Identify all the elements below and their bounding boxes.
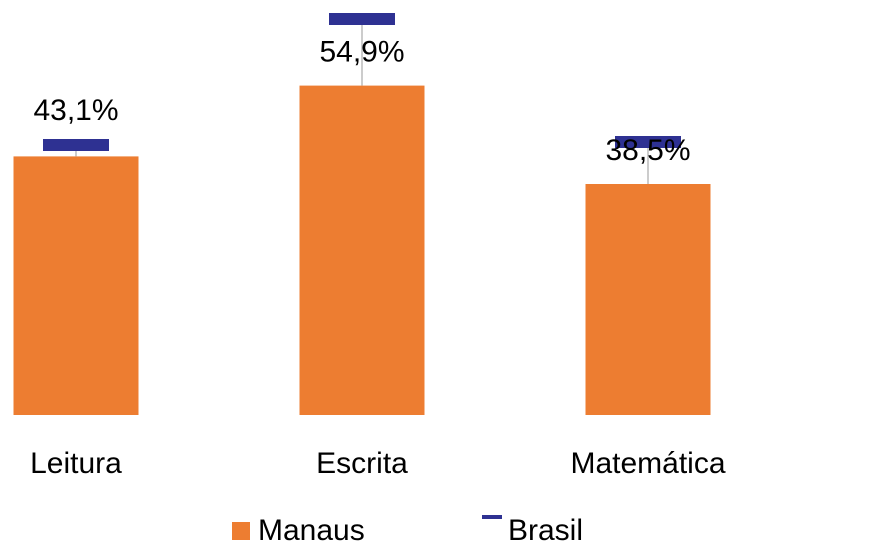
x-tick-label: Escrita: [316, 447, 408, 480]
x-tick-label: Leitura: [30, 447, 122, 480]
brasil-marker: [329, 13, 395, 25]
value-label: 54,9%: [319, 36, 404, 69]
x-tick-label: Matemática: [570, 447, 725, 480]
bar: [13, 156, 139, 415]
brasil-marker: [615, 136, 681, 148]
legend-swatch: [232, 522, 250, 540]
bar: [585, 184, 711, 415]
legend-label: Brasil: [508, 514, 583, 547]
bar: [299, 85, 425, 415]
value-label: 43,1%: [33, 94, 118, 127]
value-label: 38,5%: [605, 134, 690, 167]
legend-swatch: [482, 515, 502, 519]
legend-label: Manaus: [258, 514, 365, 547]
brasil-marker: [43, 139, 109, 151]
